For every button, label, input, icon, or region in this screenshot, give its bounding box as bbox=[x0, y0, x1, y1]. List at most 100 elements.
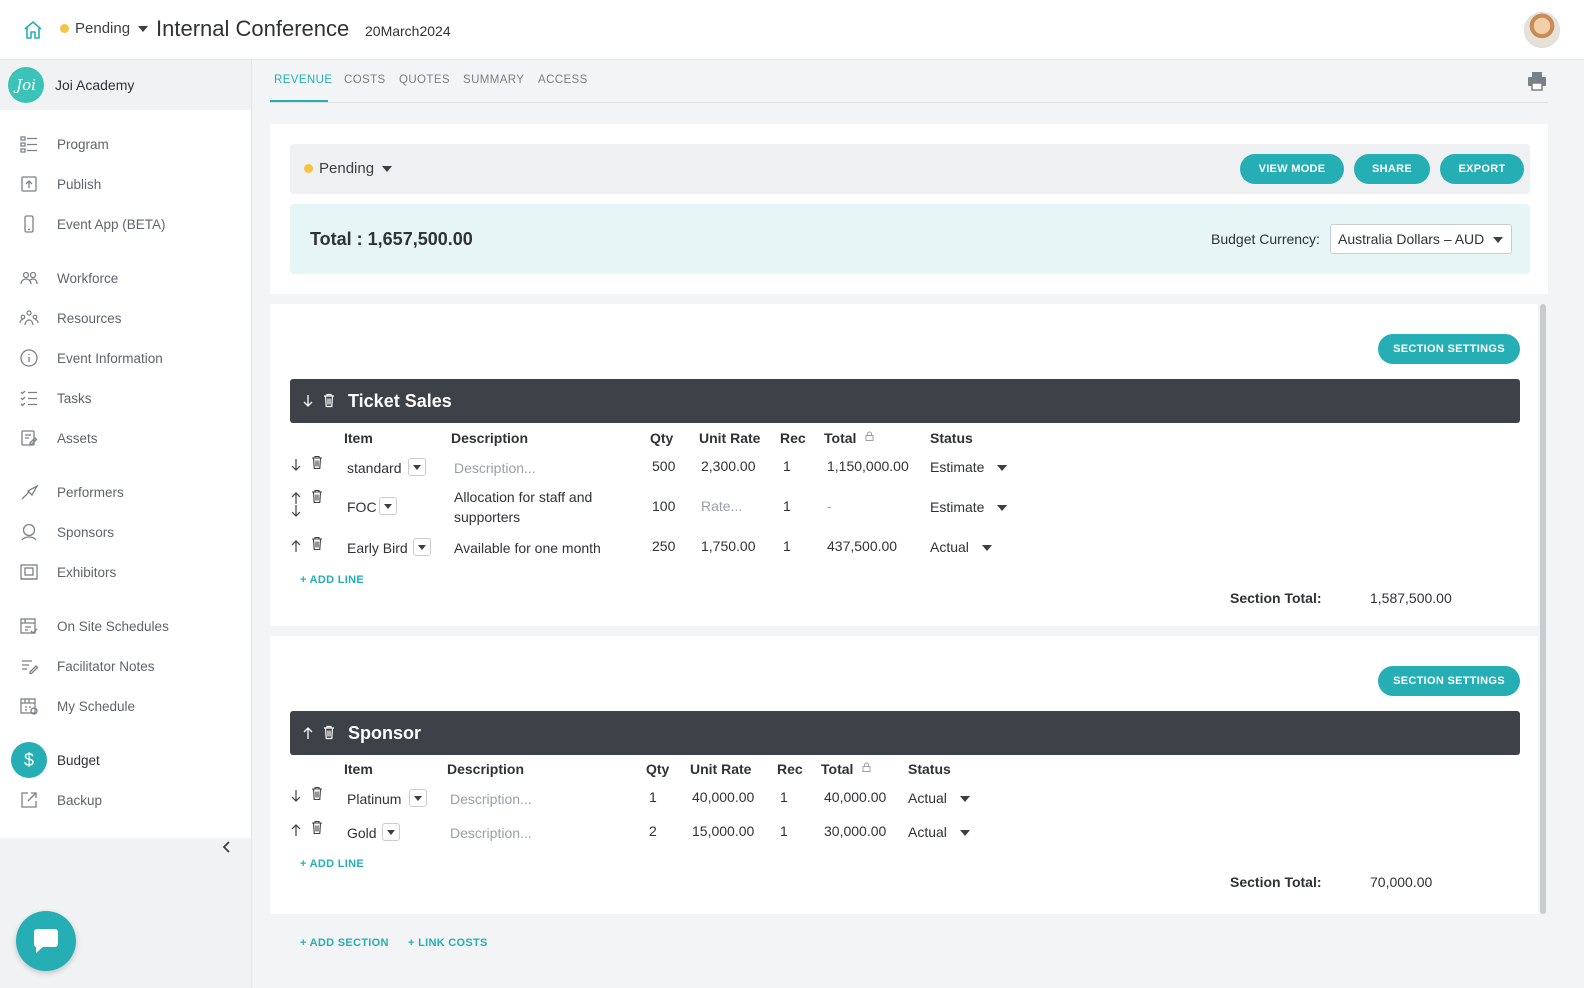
trash-icon[interactable] bbox=[311, 489, 323, 504]
share-button[interactable]: SHARE bbox=[1354, 154, 1430, 184]
row-item[interactable]: standard bbox=[347, 460, 402, 476]
row-qty[interactable]: 1 bbox=[649, 789, 657, 805]
row-rec[interactable]: 1 bbox=[783, 458, 791, 474]
description-input[interactable]: Description... bbox=[450, 825, 532, 841]
row-unit-rate[interactable]: 1,750.00 bbox=[701, 538, 756, 554]
sidebar-item-budget[interactable]: $ Budget bbox=[0, 742, 250, 778]
trash-icon[interactable] bbox=[323, 393, 335, 408]
add-section-button[interactable]: + ADD SECTION bbox=[300, 937, 389, 949]
sidebar-item-my-schedule[interactable]: My Schedule bbox=[0, 688, 250, 724]
row-status[interactable]: Estimate bbox=[930, 459, 985, 475]
tab-summary[interactable]: SUMMARY bbox=[463, 74, 525, 86]
sidebar-item-publish[interactable]: Publish bbox=[0, 166, 250, 202]
arrow-up-icon[interactable] bbox=[303, 726, 313, 740]
row-status[interactable]: Actual bbox=[908, 790, 947, 806]
tab-costs[interactable]: COSTS bbox=[344, 74, 386, 86]
row-unit-rate[interactable]: 15,000.00 bbox=[692, 823, 755, 839]
view-mode-button[interactable]: VIEW MODE bbox=[1240, 154, 1344, 184]
export-button[interactable]: EXPORT bbox=[1440, 154, 1524, 184]
scrollbar-thumb[interactable] bbox=[1540, 304, 1546, 914]
row-item[interactable]: Early Bird bbox=[347, 540, 408, 556]
sidebar-item-backup[interactable]: Backup bbox=[0, 782, 250, 818]
item-dropdown[interactable] bbox=[379, 497, 397, 515]
item-dropdown[interactable] bbox=[382, 823, 400, 841]
sidebar-item-performers[interactable]: Performers bbox=[0, 474, 250, 510]
caret-down-icon[interactable] bbox=[960, 830, 970, 836]
sidebar-item-facilitator-notes[interactable]: Facilitator Notes bbox=[0, 648, 250, 684]
sidebar-item-program[interactable]: Program bbox=[0, 126, 250, 162]
page-title: Internal Conference bbox=[156, 16, 350, 41]
section-settings-button[interactable]: SECTION SETTINGS bbox=[1378, 666, 1520, 696]
row-rec[interactable]: 1 bbox=[780, 823, 788, 839]
add-line-button[interactable]: + ADD LINE bbox=[300, 858, 365, 870]
arrow-up-icon[interactable] bbox=[291, 491, 301, 505]
description-input[interactable]: Available for one month bbox=[454, 540, 601, 556]
collapse-sidebar-icon[interactable] bbox=[220, 840, 234, 854]
trash-icon[interactable] bbox=[311, 455, 323, 470]
sidebar-item-on-site-schedules[interactable]: On Site Schedules bbox=[0, 608, 250, 644]
caret-down-icon[interactable] bbox=[960, 796, 970, 802]
unit-rate-input[interactable]: Rate... bbox=[701, 498, 743, 514]
description-input[interactable]: Allocation for staff and bbox=[454, 489, 593, 505]
section-settings-button[interactable]: SECTION SETTINGS bbox=[1378, 334, 1520, 364]
trash-icon[interactable] bbox=[311, 536, 323, 551]
item-dropdown[interactable] bbox=[409, 789, 427, 807]
caret-down-icon[interactable] bbox=[982, 545, 992, 551]
caret-down-icon[interactable] bbox=[997, 505, 1007, 511]
description-input[interactable]: Description... bbox=[450, 791, 532, 807]
row-qty[interactable]: 100 bbox=[652, 498, 676, 514]
currency-select[interactable]: Australia Dollars – AUD bbox=[1330, 224, 1512, 254]
arrow-down-icon[interactable] bbox=[291, 504, 301, 518]
caret-down-icon[interactable] bbox=[997, 465, 1007, 471]
dollar-icon: $ bbox=[11, 742, 47, 778]
tab-revenue[interactable]: REVENUE bbox=[274, 74, 333, 86]
tab-access[interactable]: ACCESS bbox=[538, 74, 588, 86]
tab-quotes[interactable]: QUOTES bbox=[399, 74, 450, 86]
row-rec[interactable]: 1 bbox=[780, 789, 788, 805]
item-dropdown[interactable] bbox=[413, 538, 431, 556]
row-item[interactable]: FOC bbox=[347, 499, 377, 515]
add-line-button[interactable]: + ADD LINE bbox=[300, 574, 365, 586]
home-icon[interactable] bbox=[22, 19, 44, 41]
phone-icon bbox=[24, 215, 34, 233]
sidebar-item-resources[interactable]: Resources bbox=[0, 300, 250, 336]
row-unit-rate[interactable]: 40,000.00 bbox=[692, 789, 755, 805]
row-qty[interactable]: 500 bbox=[652, 458, 676, 474]
budget-status-dropdown[interactable]: Pending bbox=[304, 160, 393, 177]
org-switcher[interactable]: Joi Joi Academy bbox=[0, 60, 251, 110]
sidebar-item-event-app[interactable]: Event App (BETA) bbox=[0, 206, 250, 242]
row-item[interactable]: Gold bbox=[347, 825, 377, 841]
trash-icon[interactable] bbox=[323, 725, 335, 740]
row-status[interactable]: Actual bbox=[908, 824, 947, 840]
arrow-up-icon[interactable] bbox=[291, 539, 301, 553]
sidebar-item-exhibitors[interactable]: Exhibitors bbox=[0, 554, 250, 590]
trash-icon[interactable] bbox=[311, 820, 323, 835]
arrow-down-icon[interactable] bbox=[291, 458, 301, 472]
event-status-dropdown[interactable]: Pending bbox=[60, 20, 149, 37]
trash-icon[interactable] bbox=[311, 786, 323, 801]
row-qty[interactable]: 250 bbox=[652, 538, 676, 554]
arrow-down-icon[interactable] bbox=[303, 394, 313, 408]
sidebar-item-event-information[interactable]: Event Information bbox=[0, 340, 250, 376]
sidebar-item-workforce[interactable]: Workforce bbox=[0, 260, 250, 296]
arrow-down-icon[interactable] bbox=[291, 789, 301, 803]
row-status[interactable]: Actual bbox=[930, 539, 969, 555]
avatar[interactable] bbox=[1524, 12, 1560, 48]
row-item[interactable]: Platinum bbox=[347, 791, 402, 807]
sidebar-item-sponsors[interactable]: Sponsors bbox=[0, 514, 250, 550]
row-rec[interactable]: 1 bbox=[783, 538, 791, 554]
item-dropdown[interactable] bbox=[408, 458, 426, 476]
chat-button[interactable] bbox=[16, 911, 76, 971]
sponsors-icon bbox=[21, 523, 37, 541]
row-qty[interactable]: 2 bbox=[649, 823, 657, 839]
sidebar-item-tasks[interactable]: Tasks bbox=[0, 380, 250, 416]
arrow-up-icon[interactable] bbox=[291, 823, 301, 837]
row-rec[interactable]: 1 bbox=[783, 498, 791, 514]
row-unit-rate[interactable]: 2,300.00 bbox=[701, 458, 756, 474]
description-input[interactable]: Description... bbox=[454, 460, 536, 476]
link-costs-button[interactable]: + LINK COSTS bbox=[408, 937, 488, 949]
sidebar-item-assets[interactable]: Assets bbox=[0, 420, 250, 456]
print-icon[interactable] bbox=[1526, 70, 1548, 92]
scrollbar[interactable] bbox=[1540, 304, 1546, 914]
row-status[interactable]: Estimate bbox=[930, 499, 985, 515]
